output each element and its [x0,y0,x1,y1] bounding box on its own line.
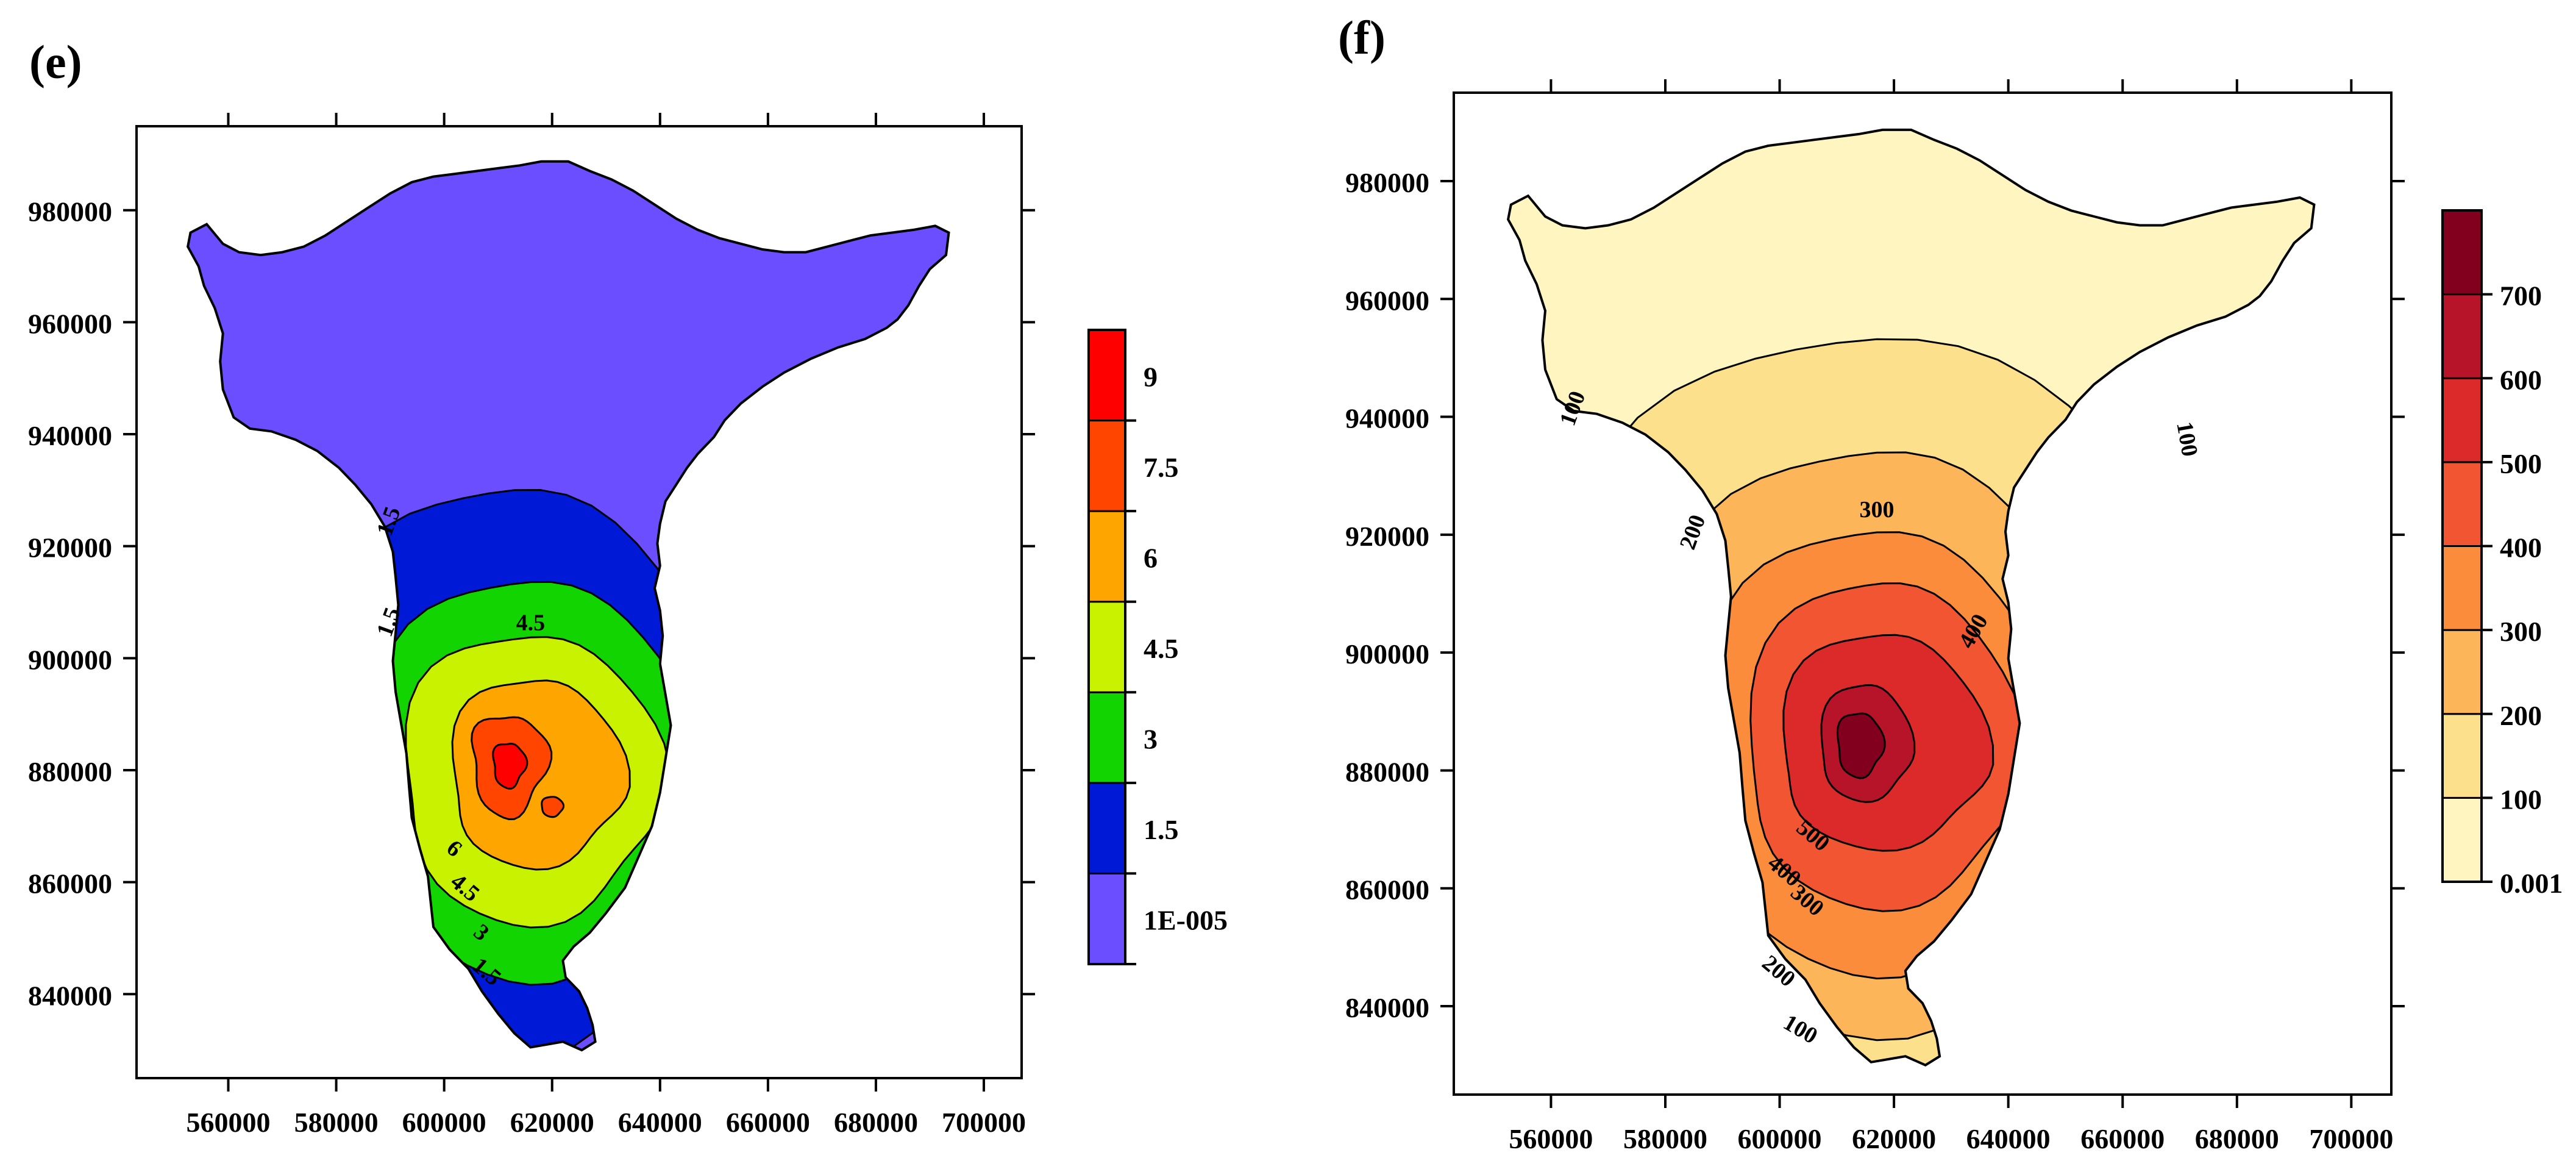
x-tick-label: 700000 [2309,1123,2393,1154]
panel-f-ticks [1440,79,2405,1108]
x-tick-label: 660000 [726,1107,810,1138]
legend-label: 0.001 [2500,868,2563,899]
y-tick-label: 920000 [1345,521,1429,552]
contour-band-9 [492,742,528,790]
legend-label: 3 [1144,724,1158,755]
legend-swatch-3 [1087,691,1126,784]
legend-label: 700 [2500,281,2542,312]
panel-f-y-tick-labels: 840000 860000 880000 900000 920000 940000 9600… [1345,167,1429,1023]
panel-f: (f) 840000 860000 880000 900000 920000 940000… [1338,11,2563,1154]
y-tick-label: 980000 [28,196,112,227]
y-tick-label: 900000 [28,644,112,675]
contour-label: 100 [2171,420,2202,458]
x-tick-label: 560000 [187,1107,271,1138]
legend-swatch-0.001 [2441,796,2483,883]
y-tick-label: 940000 [1345,403,1429,434]
legend-swatch-1E-005 [1087,872,1126,965]
y-tick-label: 920000 [28,532,112,563]
legend-swatch-6 [1087,510,1126,603]
legend-swatch-300 [2441,545,2483,631]
y-tick-label: 960000 [1345,285,1429,316]
x-tick-label: 600000 [1738,1123,1822,1154]
legend-label: 200 [2500,700,2542,731]
y-tick-label: 840000 [1345,992,1429,1023]
panel-e-domain-outline [186,160,950,1052]
x-tick-label: 580000 [1623,1123,1707,1154]
x-tick-label: 620000 [510,1107,594,1138]
legend-label: 400 [2500,532,2542,563]
legend-label: 1E-005 [1144,905,1228,936]
panel-e-legend: 1E-005 1.5 3 4.5 6 7.5 9 [1087,329,1228,965]
legend-swatch-4.5 [1087,601,1126,693]
legend-frame [1087,329,1126,965]
legend-swatch-600 [2441,293,2483,379]
legend-swatch-7.5 [1087,420,1126,512]
y-tick-label: 840000 [28,980,112,1011]
x-tick-label: 680000 [2195,1123,2279,1154]
y-tick-label: 940000 [28,420,112,451]
panel-e-label: (e) [29,35,82,88]
x-tick-label: 680000 [834,1107,918,1138]
y-tick-label: 880000 [1345,756,1429,787]
x-tick-label: 640000 [1966,1123,2051,1154]
panel-e-x-tick-labels: 560000 580000 600000 620000 640000 660000 6800… [187,1107,1026,1138]
legend-label: 500 [2500,448,2542,479]
x-tick-label: 560000 [1509,1123,1593,1154]
legend-label: 6 [1144,542,1158,573]
contour-band-700 [1836,712,1886,779]
legend-swatch-100 [2441,713,2483,799]
panel-e-y-tick-labels: 840000 860000 880000 900000 920000 940000 9600… [28,196,112,1012]
x-tick-label: 660000 [2080,1123,2165,1154]
legend-swatch-400 [2441,461,2483,547]
legend-label: 300 [2500,616,2542,647]
legend-swatch-200 [2441,629,2483,715]
x-tick-label: 600000 [402,1107,486,1138]
legend-label: 7.5 [1144,452,1179,483]
legend-swatch-1.5 [1087,782,1126,874]
y-tick-label: 880000 [28,756,112,787]
legend-label: 4.5 [1144,633,1179,664]
contour-band-spot [541,796,564,818]
legend-swatch-500 [2441,377,2483,463]
x-tick-label: 640000 [618,1107,702,1138]
x-tick-label: 580000 [294,1107,379,1138]
x-tick-label: 620000 [1852,1123,1936,1154]
panel-e: (e) 840000 860000 880000 900000 920000 940000… [28,35,1228,1138]
x-tick-label: 700000 [942,1107,1026,1138]
y-tick-label: 980000 [1345,167,1429,198]
contour-label: 4.5 [516,610,546,635]
y-tick-label: 860000 [1345,874,1429,906]
legend-label: 600 [2500,364,2542,395]
legend-swatch-700 [2441,209,2483,296]
legend-swatch-9 [1087,329,1126,422]
y-tick-label: 900000 [1345,638,1429,670]
panel-f-x-tick-labels: 560000 580000 600000 620000 640000 660000 6800… [1509,1123,2393,1154]
legend-label: 9 [1144,361,1158,392]
panel-f-legend: 0.001 100 200 300 400 500 600 700 [2441,209,2563,899]
panel-f-domain-outline [1506,128,2316,1067]
legend-label: 100 [2500,784,2542,815]
panel-e-ticks [123,113,1035,1092]
legend-label: 1.5 [1144,814,1179,845]
panel-f-label: (f) [1338,11,1386,64]
y-tick-label: 860000 [28,868,112,899]
y-tick-label: 960000 [28,308,112,339]
contour-label: 300 [1859,497,1894,523]
